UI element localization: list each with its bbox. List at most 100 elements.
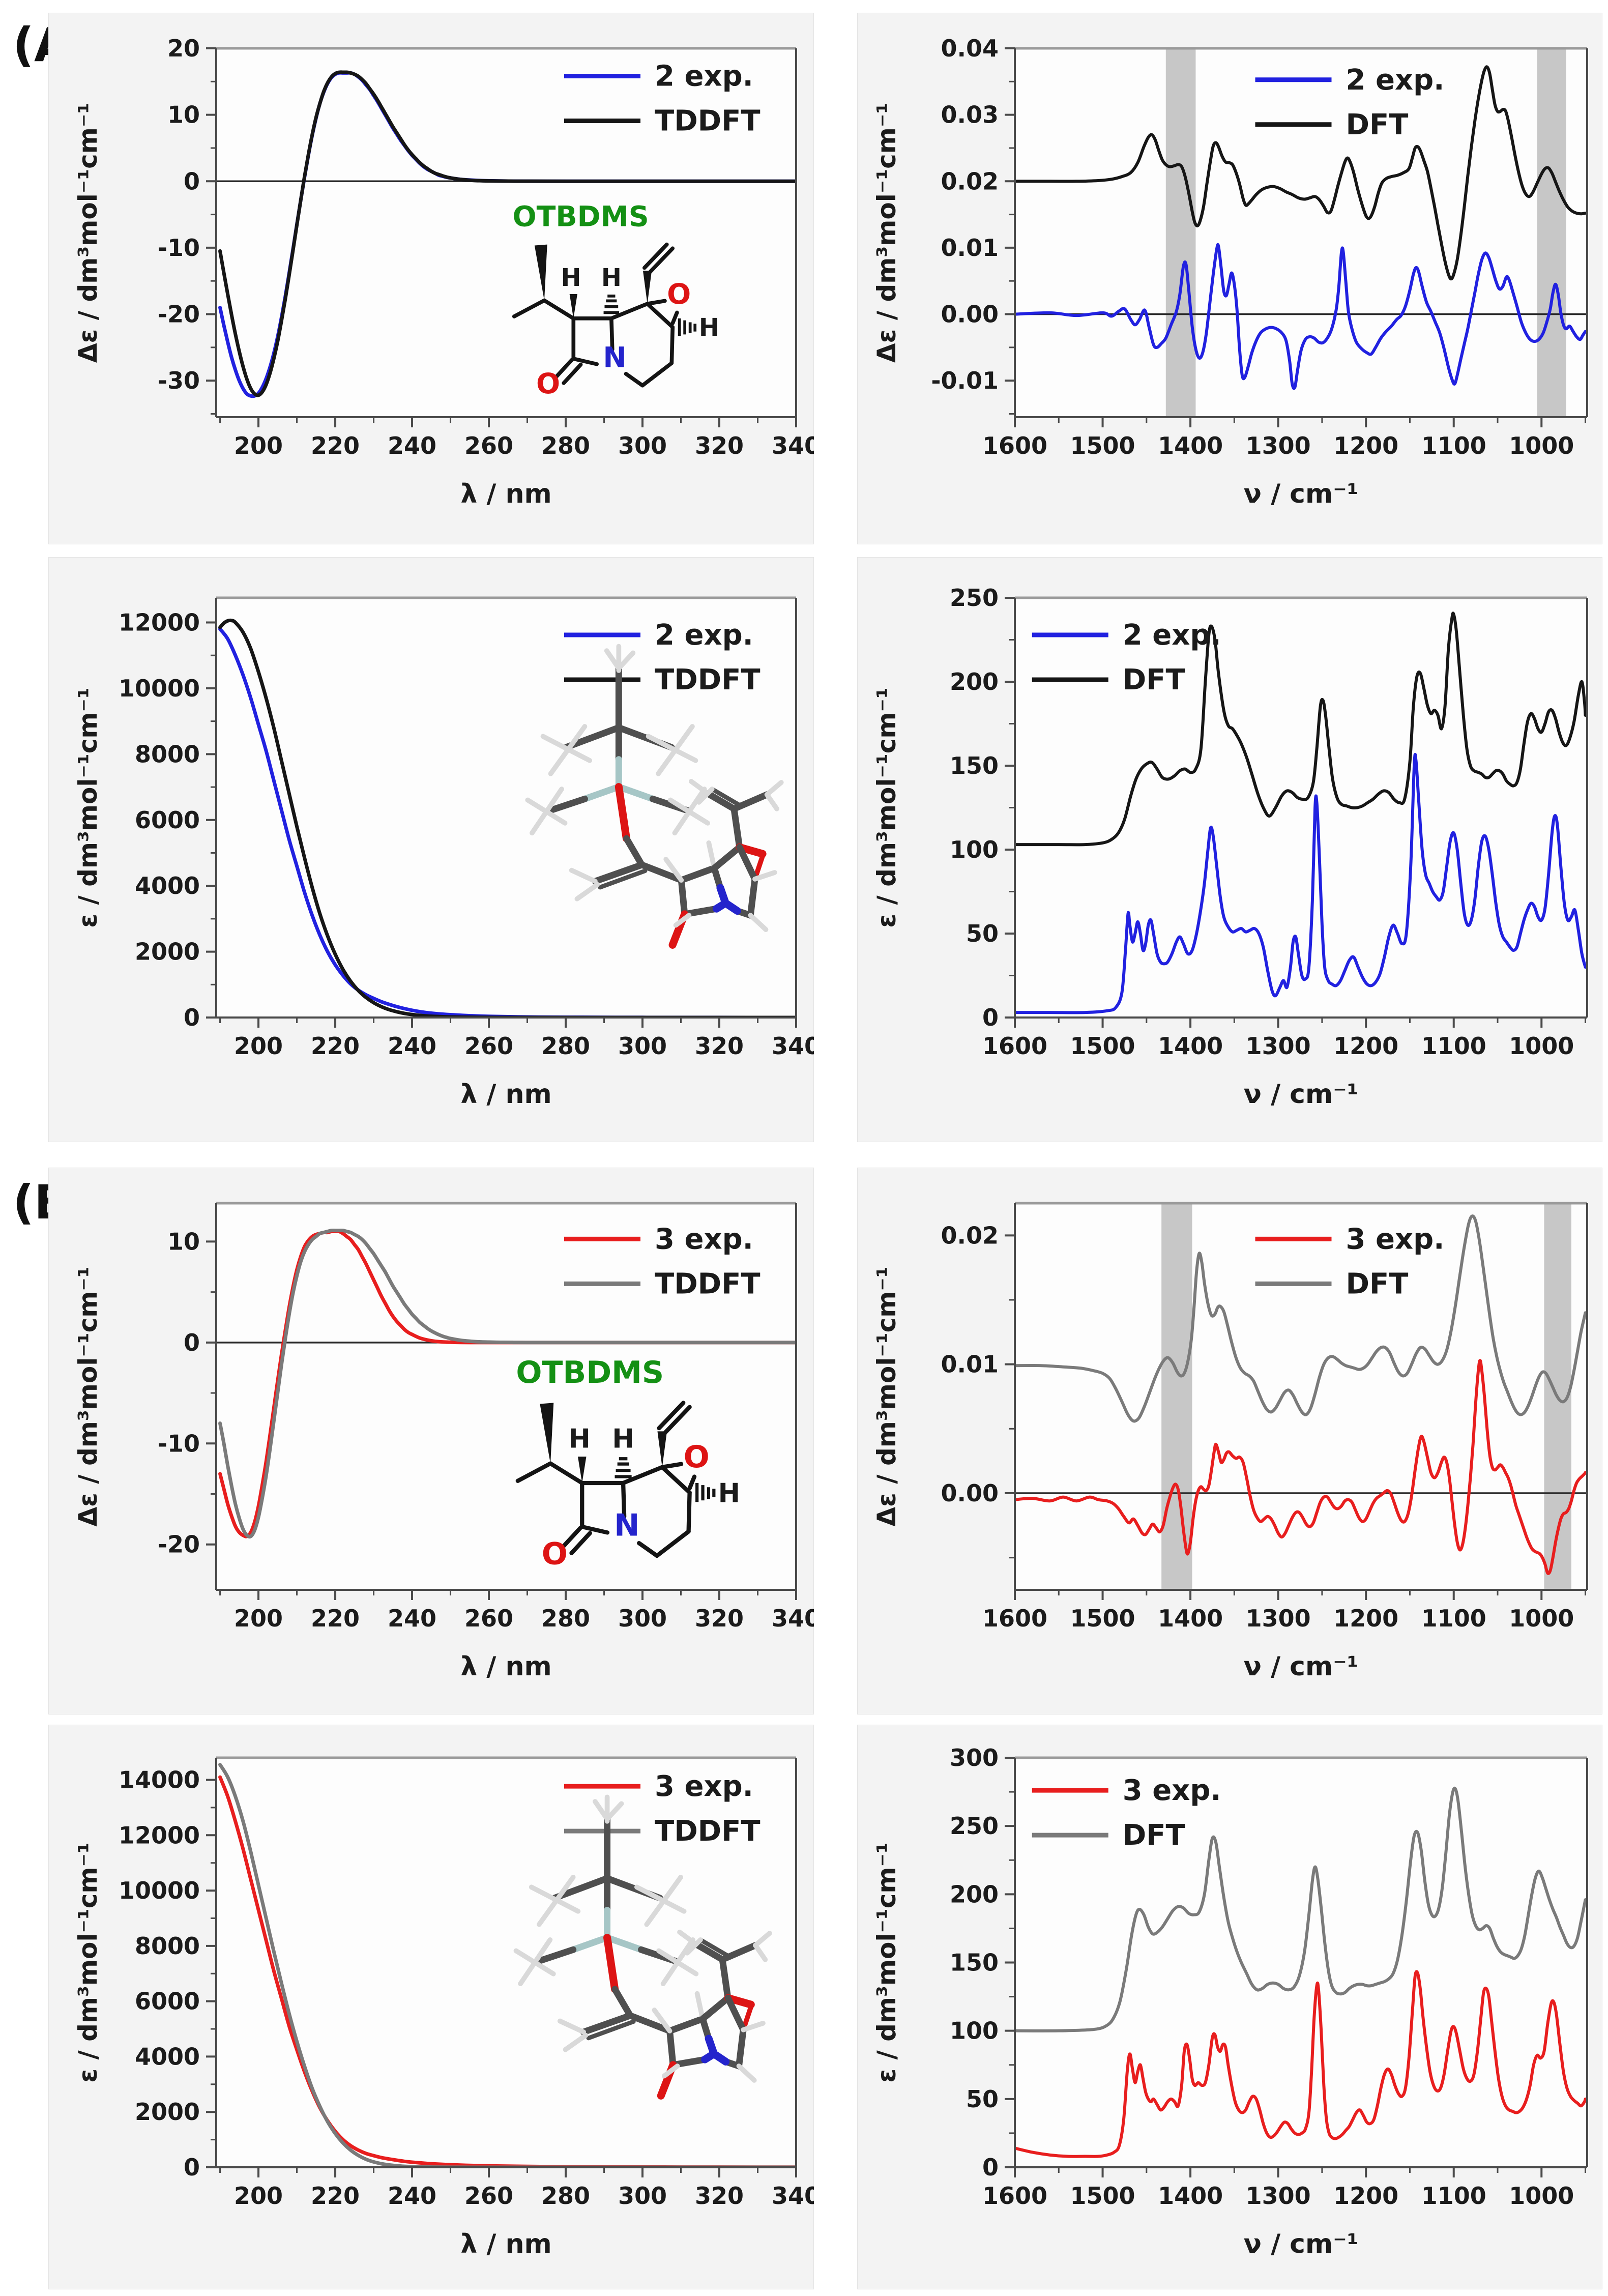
svg-text:-10: -10 (158, 1430, 200, 1457)
svg-text:1600: 1600 (982, 1032, 1047, 1060)
svg-text:240: 240 (388, 2182, 436, 2210)
svg-text:280: 280 (541, 1605, 590, 1632)
atom-label-h: H (718, 1478, 740, 1508)
svg-text:-30: -30 (158, 367, 200, 394)
svg-text:200: 200 (950, 1880, 999, 1908)
series-group (218, 1228, 796, 1539)
svg-text:λ / nm: λ / nm (460, 479, 551, 509)
x-axis: 1600 1500 1400 1300 1200 1100 1000 ν / cm⁻¹ (982, 2167, 1587, 2259)
svg-text:0: 0 (184, 167, 200, 195)
svg-text:ε / dm³mol⁻¹cm⁻¹: ε / dm³mol⁻¹cm⁻¹ (73, 687, 103, 928)
series-dft (1015, 65, 1587, 281)
svg-text:0: 0 (982, 2154, 999, 2181)
chart-a-ecd: 200 220 240 260 280 300 320 340 λ / nm 20 10 0 -10 -2… (48, 13, 814, 544)
atom-label-otbdms: OTBDMS (513, 200, 649, 233)
svg-text:260: 260 (464, 1605, 513, 1632)
svg-text:1400: 1400 (1158, 1032, 1223, 1060)
x-axis: 200 220 240 260 280 300 320 340 λ / nm (219, 1590, 814, 1682)
svg-text:-0.01: -0.01 (931, 367, 999, 394)
chart-b-uv: 200 220 240 260 280 300 320 340 λ / nm 14000 12000… (48, 1725, 814, 2289)
series-group (1015, 1214, 1587, 1575)
atom-label-o: O (684, 1439, 710, 1475)
svg-text:150: 150 (950, 1949, 999, 1977)
svg-text:260: 260 (464, 1032, 513, 1060)
svg-text:0.00: 0.00 (941, 301, 999, 328)
svg-text:λ / nm: λ / nm (460, 1079, 551, 1110)
x-axis: 1600 1500 1400 1300 1200 1100 1000 ν / cm⁻¹ (982, 1590, 1587, 1682)
svg-text:10000: 10000 (119, 1877, 200, 1904)
svg-text:300: 300 (618, 2182, 667, 2210)
series-group (1015, 612, 1587, 1014)
legend: 3 exp. DFT (1255, 1223, 1444, 1300)
svg-text:DFT: DFT (1123, 663, 1185, 696)
svg-text:220: 220 (311, 2182, 360, 2210)
svg-text:50: 50 (966, 920, 999, 947)
svg-text:1300: 1300 (1246, 1605, 1311, 1632)
svg-text:220: 220 (311, 1032, 360, 1060)
svg-text:ν / cm⁻¹: ν / cm⁻¹ (1244, 1651, 1359, 1682)
svg-text:1600: 1600 (982, 1605, 1047, 1632)
svg-text:ν / cm⁻¹: ν / cm⁻¹ (1244, 1079, 1359, 1110)
svg-text:240: 240 (388, 1605, 436, 1632)
atom-label-h: H (561, 264, 581, 292)
svg-text:220: 220 (311, 1605, 360, 1632)
svg-text:0.03: 0.03 (941, 101, 999, 129)
legend: 3 exp. TDDFT (564, 1223, 761, 1300)
svg-text:10: 10 (167, 1228, 200, 1255)
svg-text:0: 0 (184, 1004, 200, 1031)
svg-text:λ / nm: λ / nm (460, 2229, 551, 2259)
svg-text:200: 200 (950, 668, 999, 695)
svg-text:1500: 1500 (1070, 2182, 1135, 2210)
chart-a-vcd: 1600 1500 1400 1300 1200 1100 1000 ν / cm⁻¹ 0.04… (857, 13, 1602, 544)
svg-text:Δε / dm³mol⁻¹cm⁻¹: Δε / dm³mol⁻¹cm⁻¹ (73, 1266, 103, 1526)
svg-text:2 exp.: 2 exp. (655, 619, 753, 652)
atom-label-h: H (601, 264, 622, 292)
svg-text:1000: 1000 (1509, 1605, 1574, 1632)
svg-text:1000: 1000 (1509, 432, 1574, 459)
svg-text:340: 340 (772, 1032, 814, 1060)
series-tddft (218, 1228, 796, 1539)
svg-text:320: 320 (695, 432, 744, 459)
svg-text:300: 300 (618, 432, 667, 459)
svg-text:260: 260 (464, 432, 513, 459)
series-3-exp- (1015, 1970, 1587, 2158)
y-axis: 10 0 -10 -20 Δε / dm³mol⁻¹cm⁻¹ (73, 1228, 216, 1558)
svg-text:8000: 8000 (135, 1932, 200, 1960)
svg-text:200: 200 (234, 2182, 283, 2210)
svg-text:0: 0 (184, 2154, 200, 2181)
svg-text:20: 20 (167, 35, 200, 62)
svg-text:1000: 1000 (1509, 2182, 1574, 2210)
svg-text:50: 50 (966, 2085, 999, 2113)
x-axis: 1600 1500 1400 1300 1200 1100 1000 ν / cm⁻¹ (982, 1018, 1587, 1110)
svg-text:0.02: 0.02 (941, 1222, 999, 1249)
legend: 2 exp. TDDFT (564, 60, 761, 138)
svg-text:6000: 6000 (135, 1988, 200, 2015)
svg-text:320: 320 (695, 1032, 744, 1060)
svg-text:200: 200 (234, 432, 283, 459)
svg-text:2000: 2000 (135, 2098, 200, 2126)
svg-text:12000: 12000 (119, 1821, 200, 1849)
svg-text:1200: 1200 (1333, 1605, 1398, 1632)
atom-label-h: H (612, 1424, 634, 1455)
atom-label-o: O (667, 278, 691, 311)
y-axis: 250 200 150 100 50 0 ε / dm³mol⁻¹cm⁻¹ (872, 584, 1015, 1031)
svg-text:1300: 1300 (1246, 432, 1311, 459)
svg-text:0.04: 0.04 (941, 35, 999, 62)
chart-b-ecd: 200 220 240 260 280 300 320 340 λ / nm 10 0 -10 -20 Δ… (48, 1168, 814, 1714)
svg-text:1100: 1100 (1421, 432, 1486, 459)
svg-text:10000: 10000 (119, 675, 200, 702)
svg-text:0.01: 0.01 (941, 1351, 999, 1378)
svg-text:300: 300 (618, 1605, 667, 1632)
svg-text:1500: 1500 (1070, 432, 1135, 459)
svg-text:320: 320 (695, 2182, 744, 2210)
svg-text:250: 250 (950, 1812, 999, 1840)
svg-text:280: 280 (541, 2182, 590, 2210)
series-tddft (218, 70, 796, 397)
y-axis: 12000 10000 8000 6000 4000 2000 0 ε / dm³mol⁻¹c… (73, 609, 216, 1031)
svg-text:Δε / dm³mol⁻¹cm⁻¹: Δε / dm³mol⁻¹cm⁻¹ (73, 103, 103, 363)
svg-text:DFT: DFT (1346, 1267, 1409, 1300)
svg-text:TDDFT: TDDFT (655, 1815, 761, 1848)
series-2-exp- (1015, 243, 1587, 390)
svg-text:250: 250 (950, 584, 999, 612)
